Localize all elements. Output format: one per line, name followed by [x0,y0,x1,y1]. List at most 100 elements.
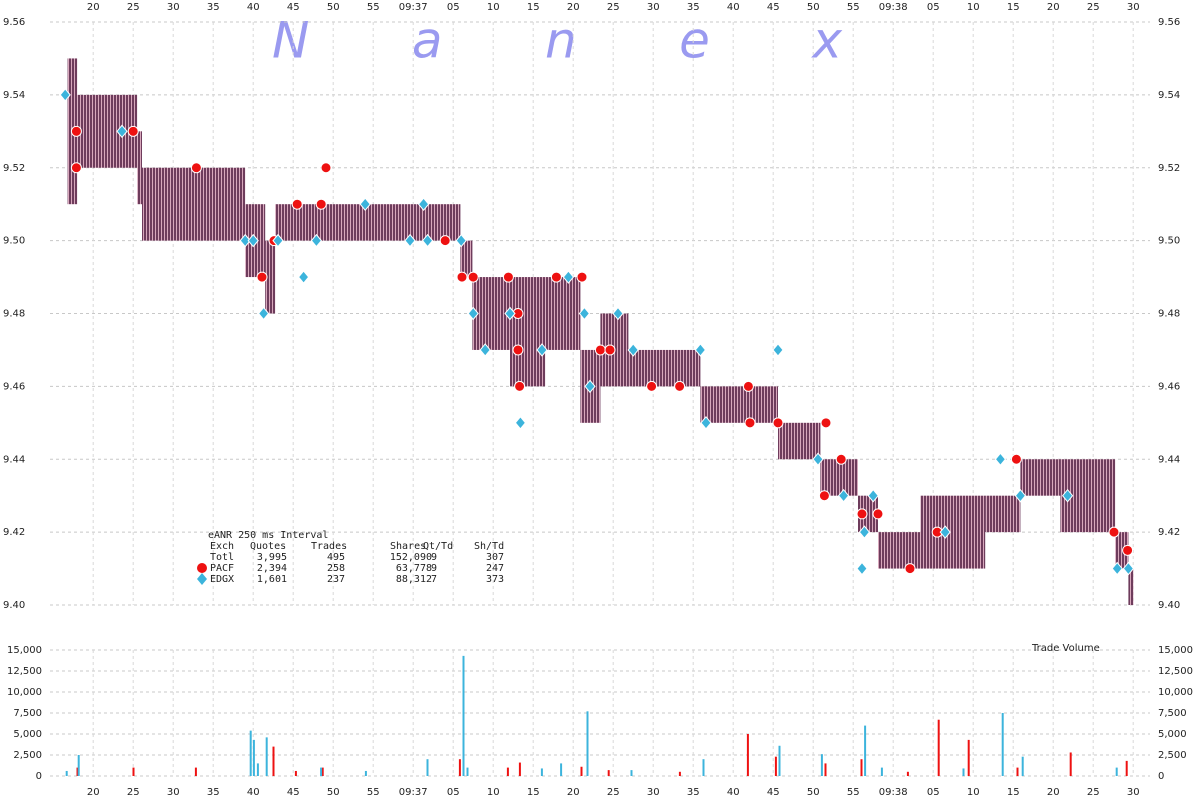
volume-bar [265,737,268,776]
volume-bar [65,770,68,776]
trade-marker [291,198,303,210]
x-tick-label: 30 [167,787,180,798]
volume-bar [252,739,255,776]
volume-bar [194,767,197,776]
y-tick-label-right: 0 [1158,771,1164,782]
trade-marker [872,508,884,520]
trade-marker [820,417,832,429]
trade-marker [467,271,479,283]
trade-marker [421,233,434,248]
x-tick-label: 55 [847,787,860,798]
stats-cell: 307 [486,552,504,563]
trade-marker [514,416,527,430]
trade-marker [1014,488,1027,503]
x-tick-label: 20 [567,2,580,13]
volume-bar [1115,767,1118,776]
quote-band [1115,532,1129,569]
stats-cell: 3,995 [257,552,287,563]
y-tick-label: 5,000 [13,729,42,740]
x-tick-label: 09:37 [399,787,428,798]
stats-header: Qt/Td [423,541,453,552]
trade-marker [594,344,606,356]
volume-bar [820,754,823,776]
legend-marker [197,563,207,573]
x-tick-label: 10 [487,2,500,13]
x-tick-label: 25 [127,2,140,13]
trade-marker [694,343,707,357]
x-tick-label: 25 [607,2,620,13]
trade-marker [550,271,562,283]
x-tick-label: 50 [327,787,340,798]
x-tick-label: 40 [247,787,260,798]
stats-cell: 2,394 [257,563,287,574]
stats-cell: 152,090 [390,552,432,563]
volume-bar [458,759,461,776]
x-tick-label: 45 [287,2,300,13]
volume-bar [967,739,970,776]
trade-marker [612,306,624,321]
stats-header: Exch [210,541,234,552]
stats-cell: 1,601 [257,574,287,585]
quote-band [142,167,246,241]
x-tick-label: 05 [447,787,460,798]
trade-marker [190,162,202,174]
volume-bar [256,763,259,776]
x-tick-label: 35 [207,787,220,798]
volume-bar [272,746,275,776]
volume-bar [249,730,252,776]
y-tick-label-right: 9.48 [1158,309,1180,320]
x-tick-label: 05 [927,2,940,13]
x-tick-label: 25 [1087,2,1100,13]
x-tick-label: 30 [647,2,660,13]
trade-marker [578,306,591,321]
trade-marker [116,124,128,139]
trade-marker [127,125,139,137]
volume-bar [518,762,521,776]
stats-cell: 495 [327,552,345,563]
y-tick-label-right: 9.46 [1158,381,1180,392]
trade-marker [1108,526,1120,538]
x-tick-label: 20 [1047,787,1060,798]
quote-band [137,131,142,205]
volume-bar [1125,760,1128,776]
trade-marker [674,380,686,392]
x-tick-label: 20 [567,787,580,798]
volume-bar [506,767,509,776]
trade-marker [604,344,616,356]
trade-marker [772,417,784,429]
y-tick-label-right: 2,500 [1158,750,1187,761]
stats-cell: 237 [327,574,345,585]
volume-bar [294,770,297,776]
volume-bar [864,725,867,776]
x-tick-label: 35 [207,2,220,13]
volume-bar [702,759,705,776]
x-tick-label: 20 [1047,2,1060,13]
volume-bar [426,759,429,776]
trade-marker [514,380,526,392]
trade-marker [856,561,868,576]
stats-title: eANR 250 ms Interval [208,530,328,541]
trade-marker [439,235,451,247]
y-tick-label: 9.46 [3,381,25,392]
trade-marker [562,270,575,284]
stats-cell: 9 [431,552,437,563]
x-tick-label: 25 [1087,787,1100,798]
trade-marker [479,343,491,357]
volume-bar [320,767,323,776]
x-tick-label: 09:38 [879,2,908,13]
volume-bar [364,770,367,776]
y-tick-label: 9.40 [3,600,25,611]
y-tick-label: 9.42 [3,527,25,538]
stats-cell: 7 [431,574,437,585]
trade-marker [576,271,588,283]
x-tick-label: 55 [847,2,860,13]
trade-marker [504,306,516,321]
volume-bar [1069,752,1072,776]
quote-band [920,495,986,569]
trade-marker [1061,488,1074,503]
trade-marker [700,416,712,430]
trade-marker [315,198,327,210]
stats-label: EDGX [210,574,234,585]
stats-header: Sh/Td [474,541,504,552]
volume-bar [462,655,465,776]
